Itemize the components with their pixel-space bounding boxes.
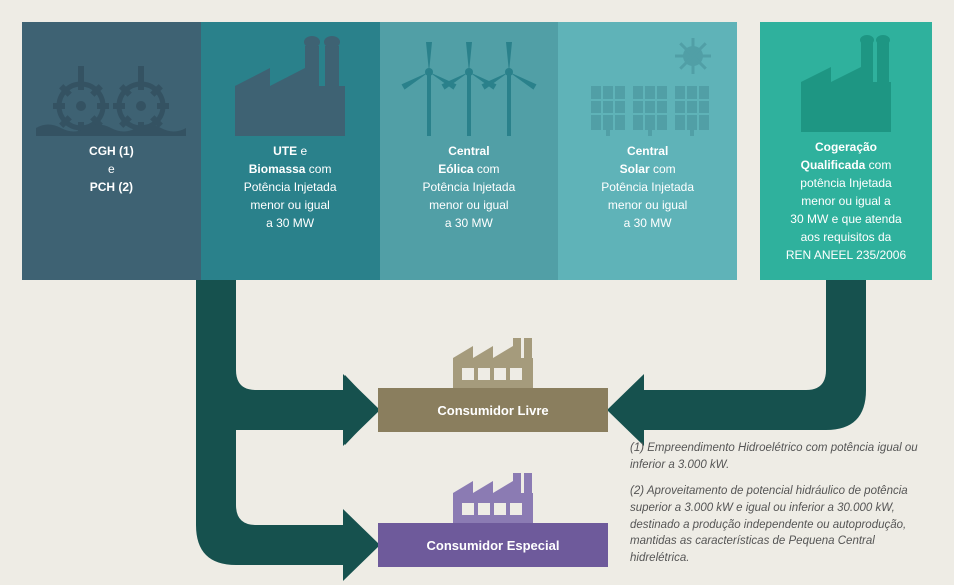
wind-icon xyxy=(392,32,547,142)
sources-panel: CGH (1)ePCH (2) UTE eBiomassa comPotênci… xyxy=(22,22,737,280)
source-solar: CentralSolar comPotência Injetadamenor o… xyxy=(558,22,737,280)
footnote-1: (1) Empreendimento Hidroelétrico com pot… xyxy=(630,440,930,473)
source-hydro-text: CGH (1)ePCH (2) xyxy=(89,142,134,196)
source-wind-text: CentralEólica comPotência Injetadamenor … xyxy=(423,142,516,232)
source-ute-text: UTE eBiomassa comPotência Injetadamenor … xyxy=(244,142,337,232)
consumidor-livre-label: Consumidor Livre xyxy=(437,403,548,418)
hydro-icon xyxy=(34,32,189,142)
consumidor-livre-box: Consumidor Livre xyxy=(378,388,608,432)
cogeneration-text: CogeraçãoQualificada compotência Injetad… xyxy=(786,138,906,264)
cogeneration-panel: CogeraçãoQualificada compotência Injetad… xyxy=(760,22,932,280)
solar-icon xyxy=(570,32,725,142)
footnotes: (1) Empreendimento Hidroelétrico com pot… xyxy=(630,440,930,577)
source-ute: UTE eBiomassa comPotência Injetadamenor … xyxy=(201,22,380,280)
source-solar-text: CentralSolar comPotência Injetadamenor o… xyxy=(601,142,694,232)
consumidor-livre-icon xyxy=(448,336,538,388)
source-wind: CentralEólica comPotência Injetadamenor … xyxy=(380,22,559,280)
consumidor-especial-label: Consumidor Especial xyxy=(427,538,560,553)
consumidor-especial-icon xyxy=(448,471,538,523)
ute-icon xyxy=(213,32,368,142)
source-hydro: CGH (1)ePCH (2) xyxy=(22,22,201,280)
consumidor-especial-box: Consumidor Especial xyxy=(378,523,608,567)
cogeneration-icon xyxy=(772,32,920,138)
footnote-2: (2) Aproveitamento de potencial hidráuli… xyxy=(630,483,930,566)
